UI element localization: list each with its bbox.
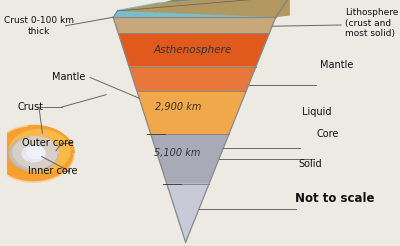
Text: Crust 0-100 km
thick: Crust 0-100 km thick	[4, 16, 74, 35]
Polygon shape	[167, 184, 209, 242]
Polygon shape	[9, 130, 70, 172]
Polygon shape	[13, 137, 58, 168]
Text: Crust: Crust	[17, 102, 43, 112]
Text: Outer core: Outer core	[22, 138, 74, 148]
Polygon shape	[163, 0, 290, 2]
Text: Liquid: Liquid	[302, 107, 332, 117]
Text: 2,900 km: 2,900 km	[155, 102, 202, 112]
Text: Solid: Solid	[299, 159, 322, 169]
Text: Inner core: Inner core	[28, 166, 78, 176]
Text: Mantle: Mantle	[52, 73, 86, 82]
Text: Asthenosphere: Asthenosphere	[154, 46, 232, 55]
Polygon shape	[118, 33, 270, 67]
Text: Core: Core	[316, 129, 339, 139]
Polygon shape	[129, 67, 256, 92]
Text: Mantle: Mantle	[320, 60, 353, 70]
Polygon shape	[9, 137, 58, 171]
Polygon shape	[137, 92, 246, 134]
Text: Not to scale: Not to scale	[295, 192, 375, 204]
Polygon shape	[113, 0, 290, 17]
Polygon shape	[22, 146, 45, 162]
Text: Lithosphere
(crust and
most solid): Lithosphere (crust and most solid)	[345, 8, 398, 38]
Polygon shape	[117, 0, 290, 17]
Polygon shape	[151, 134, 229, 184]
Polygon shape	[0, 125, 74, 182]
Polygon shape	[113, 17, 276, 33]
Polygon shape	[27, 146, 44, 159]
Polygon shape	[113, 11, 117, 17]
Text: 5,100 km: 5,100 km	[154, 148, 201, 157]
